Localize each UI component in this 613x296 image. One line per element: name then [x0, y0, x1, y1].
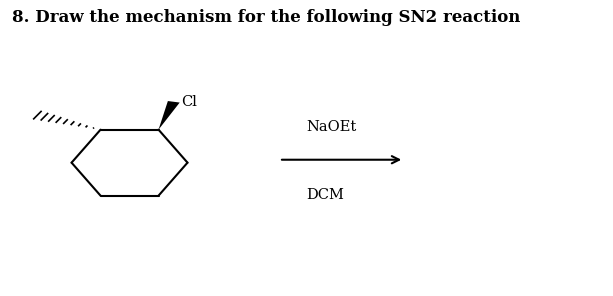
- Text: Cl: Cl: [181, 95, 197, 109]
- Text: NaOEt: NaOEt: [306, 120, 357, 134]
- Polygon shape: [159, 101, 180, 130]
- Text: 8. Draw the mechanism for the following SN2 reaction: 8. Draw the mechanism for the following …: [12, 9, 520, 26]
- Text: DCM: DCM: [306, 188, 345, 202]
